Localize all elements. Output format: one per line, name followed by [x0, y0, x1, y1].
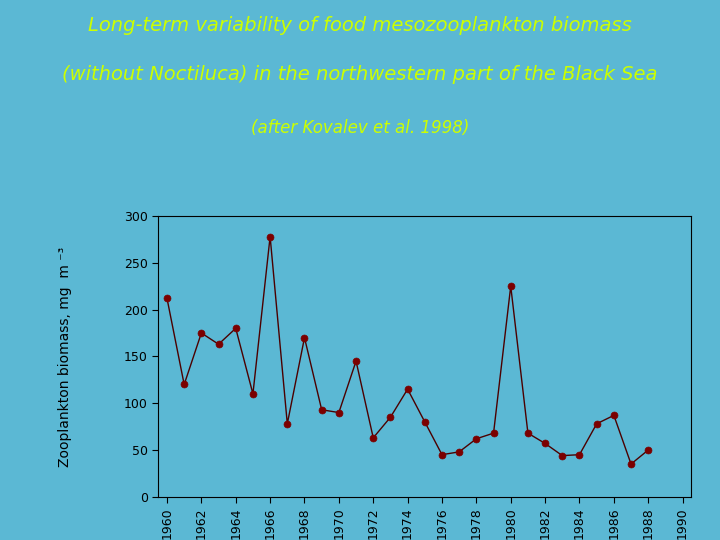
- Text: (after Kovalev et al. 1998): (after Kovalev et al. 1998): [251, 119, 469, 137]
- Text: (without Noctiluca) in the northwestern part of the Black Sea: (without Noctiluca) in the northwestern …: [62, 65, 658, 84]
- Text: Zooplankton biomass, mg  m ⁻³: Zooplankton biomass, mg m ⁻³: [58, 246, 72, 467]
- Text: Long-term variability of food mesozooplankton biomass: Long-term variability of food mesozoopla…: [88, 16, 632, 35]
